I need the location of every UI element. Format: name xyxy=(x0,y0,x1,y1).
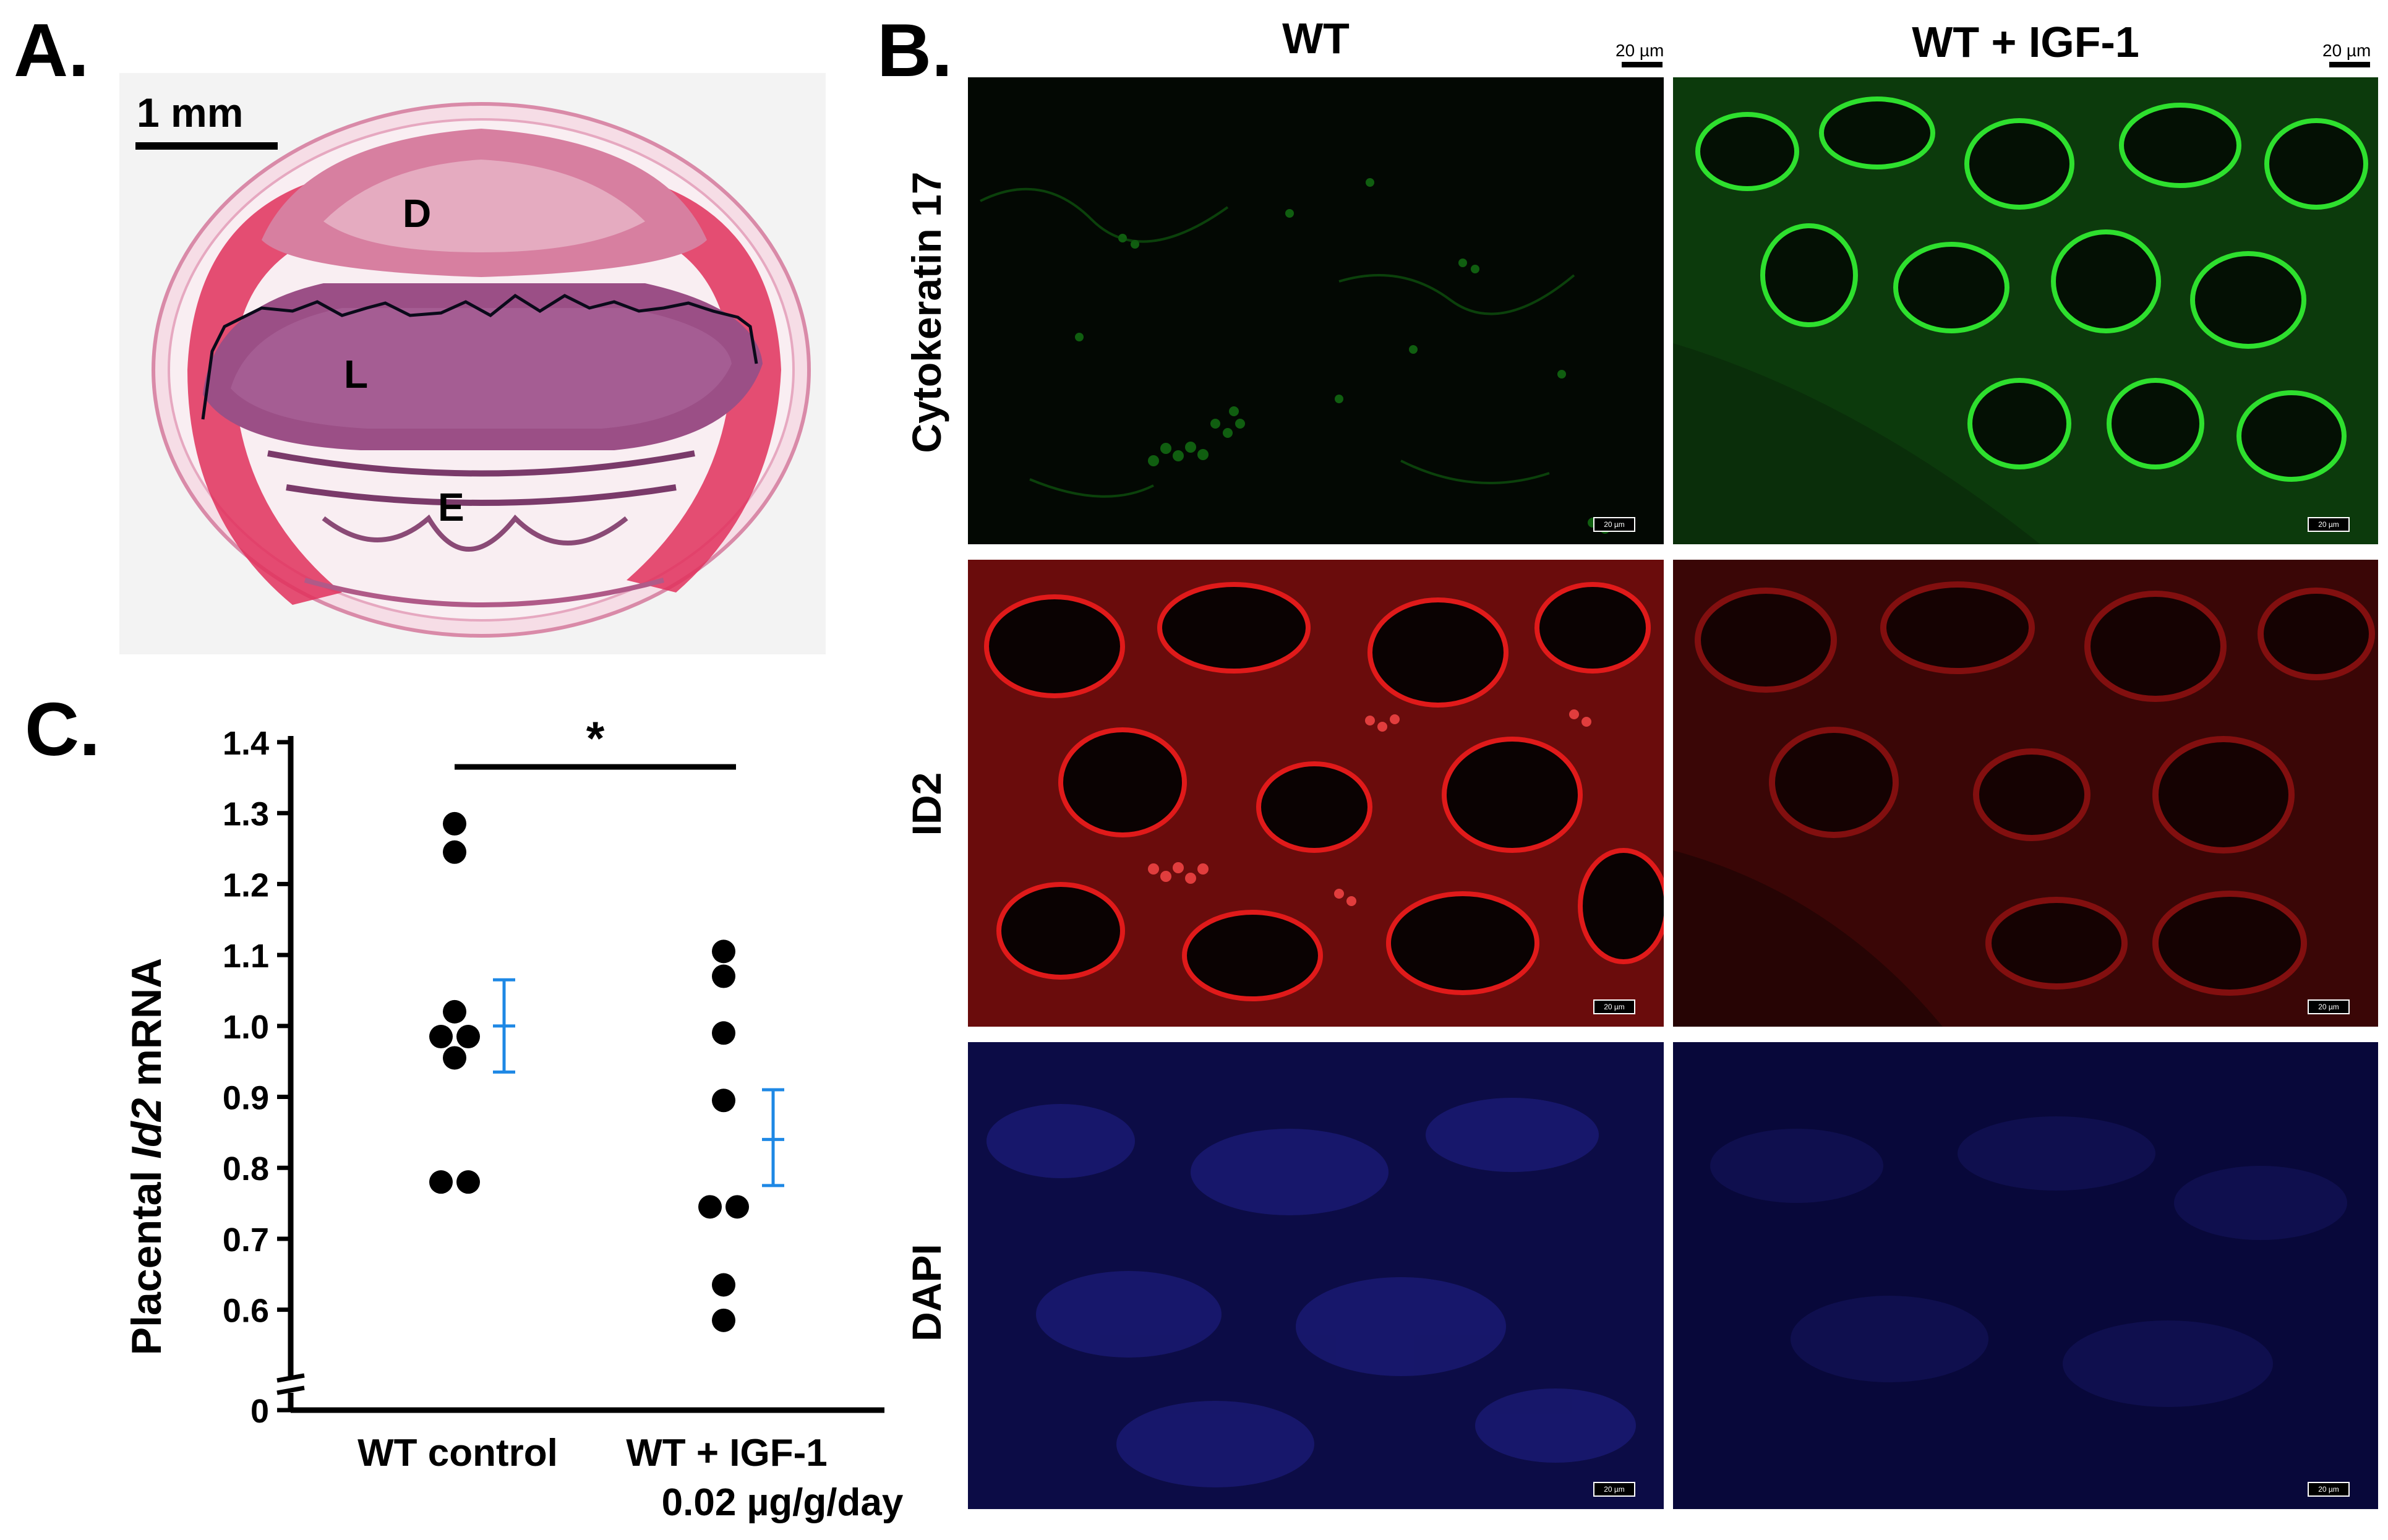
y-tick-label: 1.0 xyxy=(223,1009,269,1046)
data-point xyxy=(443,999,466,1024)
y-axis-title-suffix: mRNA xyxy=(123,958,170,1098)
micrograph-id2-wt: 20 µm xyxy=(968,560,1664,1027)
micrograph-dapi-igf1: 20 µm xyxy=(1673,1042,2378,1509)
y-tick-label: 0.6 xyxy=(223,1293,269,1330)
micrograph-cytokeratin-igf1: 20 µm xyxy=(1673,77,2378,544)
data-point xyxy=(429,1025,453,1049)
y-tick-label: 1.4 xyxy=(223,725,269,762)
data-point xyxy=(443,1046,466,1070)
data-point xyxy=(712,1089,735,1113)
y-axis-break-mark-1 xyxy=(276,1373,305,1383)
inset-scale-1: 20 µm xyxy=(1593,517,1635,532)
data-point xyxy=(443,811,466,836)
inset-scale-3: 20 µm xyxy=(1593,999,1635,1014)
significance-star: * xyxy=(586,712,605,765)
micrograph-cytokeratin-wt: 20 µm xyxy=(968,77,1664,544)
inset-scale-2: 20 µm xyxy=(2308,517,2350,532)
panel-b-letter: B. xyxy=(877,8,952,92)
data-point xyxy=(712,1308,735,1332)
label-decidua: D xyxy=(403,191,432,236)
data-point xyxy=(725,1195,749,1219)
y-tick-label: 0.7 xyxy=(223,1221,269,1259)
y-tick-label: 1.2 xyxy=(223,866,269,904)
panel-a-letter: A. xyxy=(14,8,89,92)
label-labyrinth: L xyxy=(344,352,369,396)
y-axis-break-mark-2 xyxy=(276,1385,305,1395)
scale-label-wt: 20 µm xyxy=(1616,41,1664,60)
x-category-label: WT control xyxy=(357,1432,558,1474)
data-point xyxy=(429,1170,453,1194)
data-point xyxy=(712,964,735,988)
col-header-wt: WT xyxy=(1282,14,1350,62)
y-tick-label: 0.8 xyxy=(223,1150,269,1187)
data-point xyxy=(443,840,466,864)
y-tick-label: 0.9 xyxy=(223,1080,269,1117)
x-category-sublabel: 0.02 µg/g/day xyxy=(662,1481,904,1524)
data-point xyxy=(698,1195,722,1219)
micrograph-dapi-wt: 20 µm xyxy=(968,1042,1664,1509)
y-tick-label: 0 xyxy=(250,1393,269,1430)
inset-scale-5: 20 µm xyxy=(1593,1482,1635,1497)
scale-bar-wt xyxy=(1622,62,1663,67)
y-axis-title-italic: Id2 xyxy=(123,1098,170,1158)
row-label-cytokeratin: Cytokeratin 17 xyxy=(904,171,949,453)
micrograph-id2-igf1: 20 µm xyxy=(1673,560,2378,1027)
y-tick-label: 1.3 xyxy=(223,796,269,833)
label-embryo: E xyxy=(438,485,464,529)
inset-scale-6: 20 µm xyxy=(2308,1482,2350,1497)
data-point xyxy=(456,1025,480,1049)
data-point xyxy=(712,939,735,964)
data-point xyxy=(712,1021,735,1045)
inset-scale-4: 20 µm xyxy=(2308,999,2350,1014)
id2-mrna-dot-plot: Placental Id2 mRNA 1.4 1.3 1.2 1.1 1.0 0.9 0.8… xyxy=(123,712,904,1524)
panel-c-letter: C. xyxy=(25,687,100,771)
panel-a-scale-bar xyxy=(135,142,278,150)
scale-label-igf1: 20 µm xyxy=(2322,41,2371,60)
data-point xyxy=(456,1170,480,1194)
x-category-label: WT + IGF-1 xyxy=(626,1432,828,1474)
scale-bar-igf1 xyxy=(2329,62,2370,67)
y-axis-title-prefix: Placental xyxy=(123,1159,170,1356)
placenta-section-image xyxy=(152,102,811,638)
placenta-he-section: 1 mm D L E xyxy=(119,73,826,654)
col-header-wt-igf1: WT + IGF-1 xyxy=(1912,18,2139,66)
panel-a-scale-label: 1 mm xyxy=(137,90,244,135)
y-tick-label: 1.1 xyxy=(223,938,269,975)
y-axis-title: Placental Id2 mRNA xyxy=(123,958,170,1355)
data-point xyxy=(712,1273,735,1297)
